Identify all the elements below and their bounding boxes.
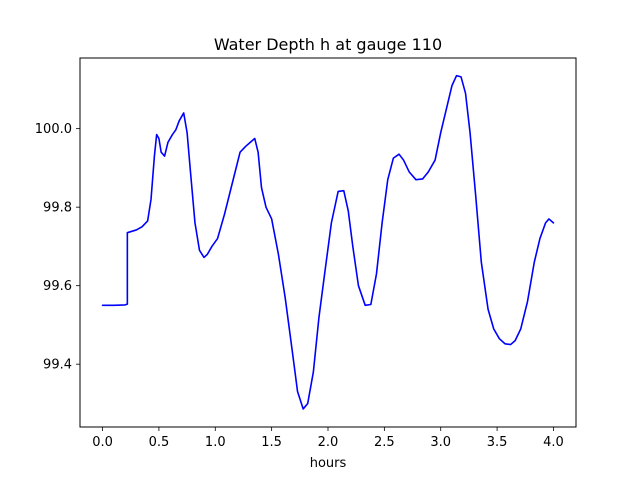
x-tick-label: 1.0 (205, 435, 226, 450)
x-axis-label: hours (310, 456, 347, 471)
x-tick-label: 0.0 (92, 435, 113, 450)
y-tick-label: 100.0 (35, 122, 72, 137)
y-axis: 99.4 99.6 99.8 100.0 (35, 122, 80, 373)
x-tick-label: 4.0 (543, 435, 564, 450)
series-line (101, 74, 555, 410)
x-tick-label: 3.0 (430, 435, 451, 450)
chart-title: Water Depth h at gauge 110 (214, 35, 442, 54)
x-tick-label: 2.5 (374, 435, 395, 450)
x-tick-label: 3.5 (487, 435, 508, 450)
x-tick-label: 1.5 (261, 435, 282, 450)
x-tick-label: 0.5 (149, 435, 170, 450)
y-tick-label: 99.8 (43, 201, 72, 216)
y-tick-label: 99.6 (43, 279, 72, 294)
x-tick-label: 2.0 (318, 435, 339, 450)
y-tick-label: 99.4 (43, 358, 72, 373)
x-axis: 0.0 0.5 1.0 1.5 2.0 2.5 3.0 3.5 4.0 (92, 427, 564, 450)
